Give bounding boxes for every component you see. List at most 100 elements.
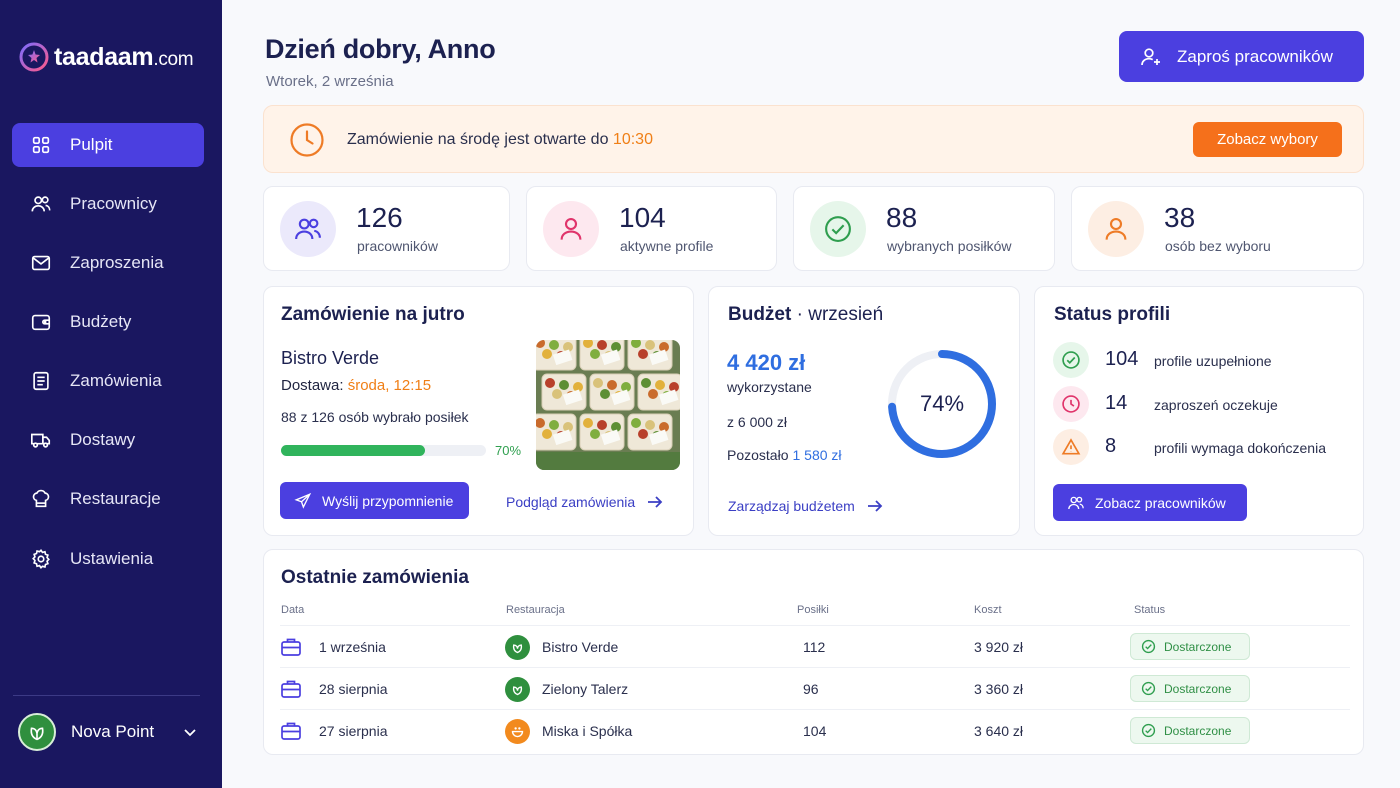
- sidebar-item-ustawienia[interactable]: Ustawienia: [12, 537, 204, 581]
- sidebar-item-pracownicy[interactable]: Pracownicy: [12, 182, 204, 226]
- alert-message: Zamówienie na środę jest otwarte do 10:3…: [347, 131, 653, 148]
- leaf-icon: [30, 727, 44, 741]
- status-badge: Dostarczone: [1130, 633, 1250, 660]
- order-cost: 3 920 zł: [974, 639, 1024, 655]
- manage-budget-link[interactable]: Zarządzaj budżetem: [728, 498, 883, 514]
- profile-status-value: 104: [1105, 348, 1139, 370]
- organization-switcher[interactable]: Nova Point: [18, 712, 204, 752]
- order-meals: 112: [803, 639, 826, 655]
- table-row[interactable]: 1 września Bistro Verde 112 3 920 zł Dos…: [280, 625, 1350, 667]
- page-title: Dzień dobry, Anno: [265, 34, 496, 64]
- clock-icon: [290, 123, 324, 157]
- sidebar-item-label: Pracownicy: [70, 194, 157, 213]
- selection-progress-bar: [281, 445, 486, 456]
- sidebar-item-label: Pulpit: [70, 135, 113, 154]
- profile-status-label: zaproszeń oczekuje: [1154, 397, 1278, 413]
- send-reminder-button[interactable]: Wyślij przypomnienie: [280, 482, 469, 519]
- sidebar-item-pulpit[interactable]: Pulpit: [12, 123, 204, 167]
- stat-label: aktywne profile: [620, 238, 714, 254]
- view-employees-label: Zobacz pracowników: [1095, 494, 1226, 511]
- stat-label: pracowników: [357, 238, 438, 254]
- order-deadline-alert: Zamówienie na środę jest otwarte do 10:3…: [263, 105, 1364, 173]
- order-restaurant: Zielony Talerz: [542, 681, 629, 697]
- lunchbox-icon: [281, 638, 301, 656]
- gear-icon: [32, 549, 50, 569]
- organization-name: Nova Point: [71, 722, 155, 741]
- alert-deadline-time: 10:30: [612, 131, 653, 148]
- stat-value: 88: [886, 202, 918, 233]
- profile-status-row: 104 profile uzupełnione: [1053, 342, 1353, 378]
- smiley-icon: [505, 719, 530, 744]
- sidebar-divider: [13, 695, 200, 696]
- profile-status-value: 14: [1105, 392, 1128, 414]
- leaf-icon: [505, 677, 530, 702]
- users-icon: [1068, 496, 1084, 509]
- organization-avatar: [18, 713, 56, 751]
- column-header: Koszt: [974, 604, 1002, 616]
- budget-used-label: wykorzystane: [727, 379, 812, 395]
- card-title: Status profili: [1054, 304, 1171, 325]
- invite-employees-button[interactable]: Zaproś pracowników: [1119, 31, 1364, 82]
- stat-label: wybranych posiłków: [887, 238, 1012, 254]
- stat-value: 126: [356, 202, 403, 233]
- brand-logo[interactable]: taadaam.com: [18, 40, 194, 74]
- sidebar-item-label: Dostawy: [70, 430, 136, 449]
- column-header: Data: [281, 604, 305, 616]
- sidebar-item-dostawy[interactable]: Dostawy: [12, 418, 204, 462]
- view-employees-button[interactable]: Zobacz pracowników: [1053, 484, 1247, 521]
- column-header: Status: [1134, 604, 1166, 616]
- users-icon: [31, 196, 51, 212]
- order-preview-label: Podgląd zamówienia: [506, 494, 636, 510]
- brand-name: taadaam.com: [54, 42, 194, 71]
- selection-progress-fill: [281, 445, 425, 456]
- budget-card: Budżet · wrzesień 4 420 zł wykorzystane …: [708, 286, 1020, 536]
- sidebar-item-label: Ustawienia: [70, 549, 154, 568]
- order-date: 28 sierpnia: [319, 681, 388, 697]
- users-icon: [280, 201, 336, 257]
- send-reminder-label: Wyślij przypomnienie: [322, 492, 454, 509]
- lunchbox-icon: [281, 722, 301, 740]
- card-title: Ostatnie zamówienia: [281, 567, 469, 588]
- order-meals: 104: [803, 723, 827, 739]
- stat-label: osób bez wyboru: [1165, 238, 1271, 254]
- stat-value: 104: [619, 202, 666, 233]
- budget-month: wrzesień: [808, 304, 884, 325]
- meal-boxes-image: [536, 340, 680, 470]
- order-date: 27 sierpnia: [319, 723, 388, 739]
- table-row[interactable]: 28 sierpnia Zielony Talerz 96 3 360 zł D…: [280, 667, 1350, 709]
- send-icon: [294, 492, 312, 509]
- user-icon: [543, 201, 599, 257]
- budget-remaining: Pozostało 1 580 zł: [727, 447, 842, 463]
- view-choices-button[interactable]: Zobacz wybory: [1193, 122, 1342, 157]
- order-date: 1 września: [319, 639, 386, 655]
- recent-orders-card: Ostatnie zamówienia Data Restauracja Pos…: [263, 549, 1364, 755]
- table-row[interactable]: 27 sierpnia Miska i Spółka 104 3 640 zł …: [280, 709, 1350, 751]
- selection-progress-percent: 70%: [495, 443, 522, 458]
- order-preview-link[interactable]: Podgląd zamówienia: [506, 494, 663, 510]
- delivery-time: środa, 12:15: [347, 377, 432, 394]
- arrow-right-icon: [867, 500, 883, 512]
- sidebar-item-zamowienia[interactable]: Zamówienia: [12, 359, 204, 403]
- sidebar-item-budzety[interactable]: Budżety: [12, 300, 204, 344]
- user-plus-icon: [1141, 47, 1160, 65]
- check-circle-icon: [1141, 723, 1156, 738]
- restaurant-name: Bistro Verde: [281, 348, 380, 368]
- status-badge: Dostarczone: [1130, 675, 1250, 702]
- profile-status-card: Status profili 104 profile uzupełnione 1…: [1034, 286, 1364, 536]
- sidebar-item-restauracje[interactable]: Restauracje: [12, 477, 204, 521]
- profile-status-label: profile uzupełnione: [1154, 353, 1272, 369]
- order-cost: 3 640 zł: [974, 723, 1024, 739]
- profile-status-row: 8 profili wymaga dokończenia: [1053, 429, 1353, 465]
- budget-total: z 6 000 zł: [727, 414, 787, 430]
- mail-icon: [31, 255, 51, 271]
- card-title: Zamówienie na jutro: [281, 304, 465, 325]
- stat-value: 38: [1164, 202, 1196, 233]
- budget-used-amount: 4 420 zł: [727, 350, 806, 375]
- sidebar-item-zaproszenia[interactable]: Zaproszenia: [12, 241, 204, 285]
- arrow-right-icon: [648, 496, 663, 508]
- check-circle-icon: [810, 201, 866, 257]
- profile-status-label: profili wymaga dokończenia: [1154, 440, 1326, 456]
- delivery-info: Dostawa: środa, 12:15: [281, 377, 432, 394]
- budget-percent: 74%: [919, 391, 965, 416]
- clock-icon: [1053, 386, 1089, 422]
